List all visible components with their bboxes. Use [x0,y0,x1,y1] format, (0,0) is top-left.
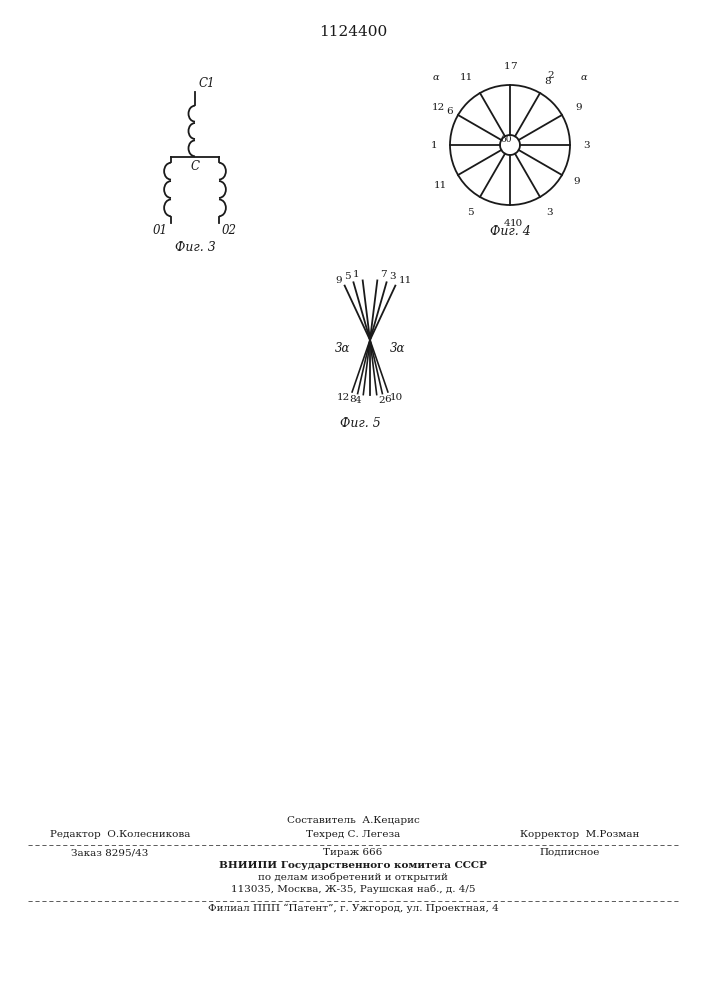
Text: Заказ 8295/43: Заказ 8295/43 [71,848,148,857]
Text: 60: 60 [501,134,512,143]
Text: 2: 2 [379,396,385,405]
Text: 4: 4 [503,219,510,228]
Text: по делам изобретений и открытий: по делам изобретений и открытий [258,872,448,882]
Text: 1: 1 [431,140,437,149]
Text: 11: 11 [460,73,474,82]
Text: 01: 01 [153,224,168,237]
Text: α: α [581,73,588,82]
Text: Техред С. Легеза: Техред С. Легеза [306,830,400,839]
Text: 3α: 3α [390,342,405,355]
Text: 1: 1 [503,62,510,71]
Text: 7: 7 [380,270,387,279]
Text: 3: 3 [583,140,590,149]
Text: Фиг. 4: Фиг. 4 [490,225,530,238]
Text: 12: 12 [432,103,445,112]
Text: 2: 2 [547,71,554,80]
Text: 5: 5 [344,272,351,281]
Text: 02: 02 [222,224,237,237]
Text: α: α [433,73,439,82]
Text: 12: 12 [337,393,350,402]
Text: Фиг. 3: Фиг. 3 [175,241,216,254]
Text: 8: 8 [544,77,551,86]
Text: Составитель  А.Кецарис: Составитель А.Кецарис [286,816,419,825]
Text: 6: 6 [385,395,391,404]
Text: C: C [190,160,199,174]
Text: 8: 8 [349,395,356,404]
Text: 9: 9 [575,103,582,112]
Text: 11: 11 [398,276,411,285]
Text: 3α: 3α [334,342,350,355]
Text: 4: 4 [355,396,361,405]
Text: C1: C1 [199,77,216,90]
Text: 1124400: 1124400 [319,25,387,39]
Text: 6: 6 [446,107,453,116]
Text: 11: 11 [433,182,447,190]
Text: Филиал ППП “Патент”, г. Ужгород, ул. Проектная, 4: Филиал ППП “Патент”, г. Ужгород, ул. Про… [208,904,498,913]
Text: Корректор  М.Розман: Корректор М.Розман [520,830,640,839]
Text: 3: 3 [390,272,396,281]
Text: 5: 5 [467,208,474,217]
Text: Подписное: Подписное [540,848,600,857]
Text: 10: 10 [510,219,523,228]
Text: ВНИИПИ Государственного комитета СССР: ВНИИПИ Государственного комитета СССР [219,861,487,870]
Text: 3: 3 [547,208,553,217]
Text: Редактор  О.Колесникова: Редактор О.Колесникова [49,830,190,839]
Text: Тираж 666: Тираж 666 [323,848,382,857]
Text: Фиг. 5: Фиг. 5 [339,417,380,430]
Text: 113035, Москва, Ж-35, Раушская наб., д. 4/5: 113035, Москва, Ж-35, Раушская наб., д. … [230,884,475,894]
Text: 9: 9 [335,276,341,285]
Text: 10: 10 [390,393,403,402]
Text: 9: 9 [573,177,580,186]
Text: 7: 7 [510,62,517,71]
Text: 1: 1 [353,270,360,279]
